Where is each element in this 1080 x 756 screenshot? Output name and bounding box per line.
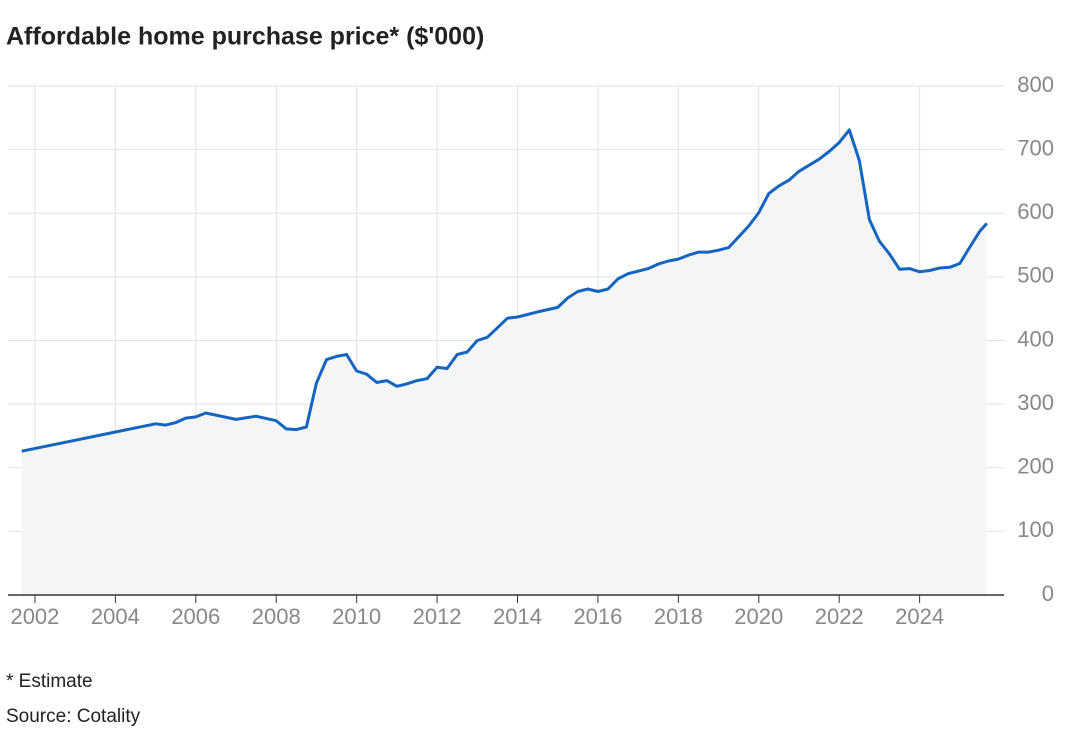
y-tick-label: 600: [1017, 199, 1054, 224]
x-tick-label: 2010: [332, 604, 381, 629]
x-tick-label: 2024: [895, 604, 944, 629]
source: Source: Cotality: [6, 706, 141, 727]
y-tick-label: 100: [1017, 517, 1054, 542]
x-tick-label: 2006: [171, 604, 220, 629]
y-tick-label: 800: [1017, 72, 1054, 97]
x-tick-label: 2018: [654, 604, 703, 629]
footnote: * Estimate: [6, 671, 93, 692]
area: [21, 129, 987, 595]
x-tick-label: 2004: [91, 604, 140, 629]
chart-title: Affordable home purchase price* ($'000): [6, 23, 484, 51]
y-tick-label: 500: [1017, 263, 1054, 288]
x-tick-label: 2022: [815, 604, 864, 629]
y-tick-label: 400: [1017, 326, 1054, 351]
y-tick-label: 300: [1017, 390, 1054, 415]
x-tick-label: 2012: [413, 604, 462, 629]
x-tick-label: 2020: [734, 604, 783, 629]
y-tick-label: 700: [1017, 135, 1054, 160]
y-tick-label: 200: [1017, 454, 1054, 479]
x-tick-label: 2002: [10, 604, 59, 629]
line: [21, 128, 988, 453]
y-tick-label: 0: [1042, 581, 1054, 606]
x-tick-label: 2008: [252, 604, 301, 629]
x-tick-label: 2016: [573, 604, 622, 629]
x-tick-label: 2014: [493, 604, 542, 629]
